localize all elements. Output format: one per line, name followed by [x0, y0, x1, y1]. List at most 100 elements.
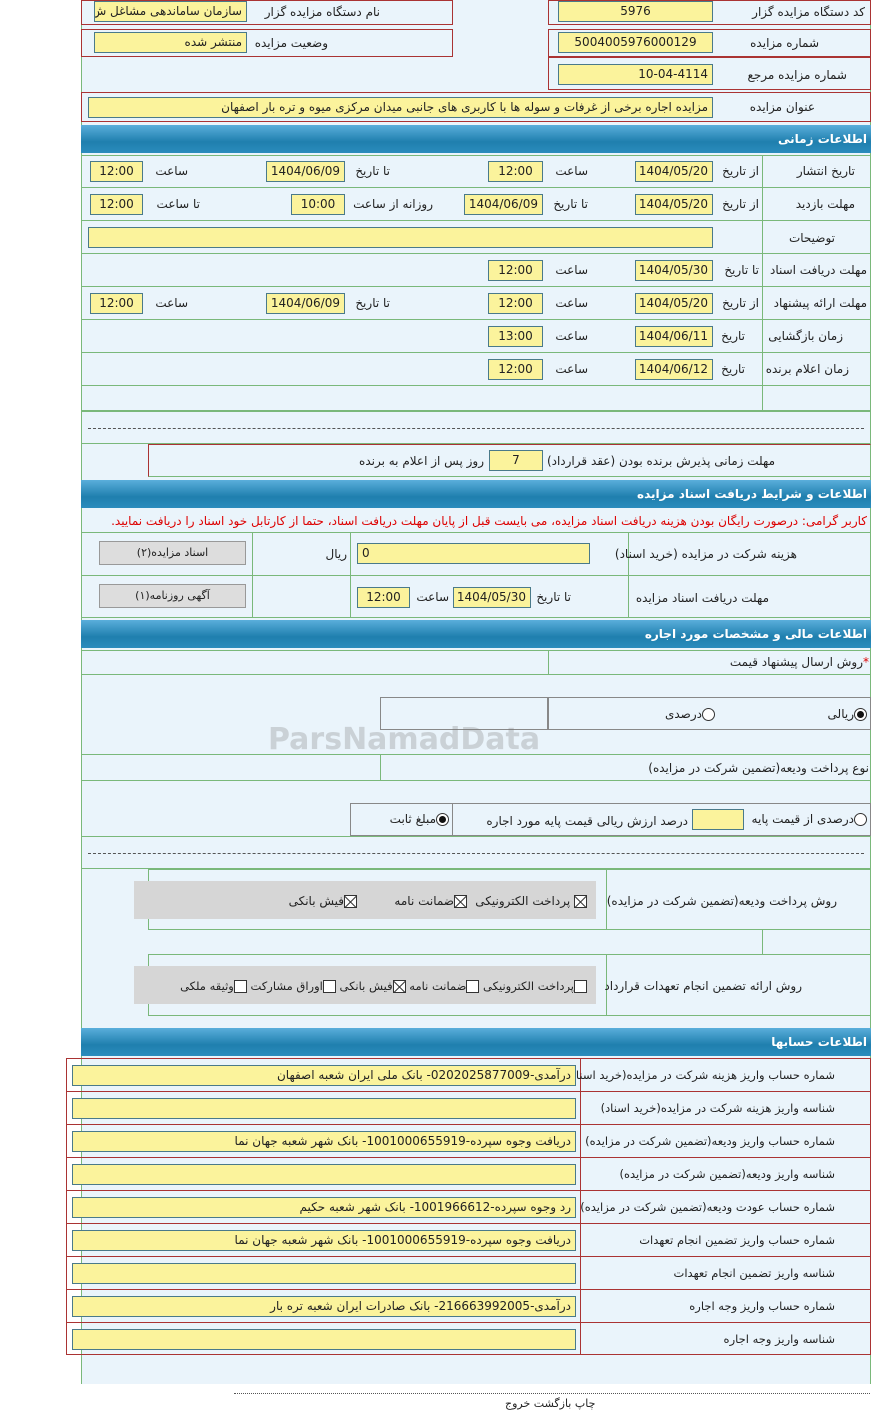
section-header-timing: اطلاعات زمانی [81, 125, 871, 153]
org-code-field[interactable]: 5976 [558, 1, 713, 22]
checkbox-icon[interactable] [454, 895, 467, 908]
opening-time[interactable]: 13:00 [488, 326, 543, 347]
publish-from-date[interactable]: 1404/05/20 [635, 161, 713, 182]
radio-icon[interactable] [436, 813, 449, 826]
section-header-docs: اطلاعات و شرایط دریافت اسناد مزایده [81, 480, 871, 508]
radio-percent-base[interactable]: درصدی از قیمت پایه [752, 809, 867, 829]
checkbox-electronic[interactable]: پرداخت الکترونیکی [475, 891, 587, 911]
radio-rial[interactable]: ریالی [828, 704, 867, 724]
docs-deadline-date[interactable]: 1404/05/30 [453, 587, 531, 608]
offer-to-time[interactable]: 12:00 [90, 293, 143, 314]
radio-icon[interactable] [854, 708, 867, 721]
account-label: شناسه واریز ودیعه(تضمین شرکت در مزایده) [619, 1167, 835, 1181]
account-field[interactable]: درآمدی-216663992005- بانک صادرات ایران ش… [72, 1296, 576, 1317]
ref-no-field[interactable]: 10-04-4114 [558, 64, 713, 85]
account-field[interactable]: دریافت وجوه سپرده-1001000655919- بانک شه… [72, 1230, 576, 1251]
cell-group [548, 57, 871, 90]
visit-from-time[interactable]: 10:00 [291, 194, 345, 215]
winner-date[interactable]: 1404/06/12 [635, 359, 713, 380]
account-field[interactable] [72, 1098, 576, 1119]
radio-icon[interactable] [702, 708, 715, 721]
auction-no-field[interactable]: 5004005976000129 [558, 32, 713, 53]
print-link[interactable]: چاپ [574, 1397, 596, 1410]
checkbox-label: ضمانت نامه [394, 894, 454, 908]
date-label: تاریخ [721, 362, 745, 376]
offer-to-date[interactable]: 1404/06/09 [266, 293, 345, 314]
radio-fixed[interactable]: مبلغ ثابت [390, 809, 449, 829]
from-date-label: از تاریخ [722, 164, 759, 178]
deposit-method-label: روش پرداخت ودیعه(تضمین شرکت در مزایده) [606, 894, 837, 908]
account-field[interactable]: رد وجوه سپرده-1001966612- بانک شهر شعبه … [72, 1197, 576, 1218]
deposit-methods-box [134, 881, 596, 919]
divider [88, 853, 864, 854]
cell-group [548, 0, 871, 25]
docs-deadline-time[interactable]: 12:00 [357, 587, 410, 608]
exit-link[interactable]: خروج [505, 1397, 531, 1410]
checkbox-bank-slip[interactable] [392, 980, 406, 993]
date-label: تاریخ [721, 329, 745, 343]
visit-to-time[interactable]: 12:00 [90, 194, 143, 215]
radio-percent[interactable]: درصدی [665, 704, 715, 724]
cell-group [81, 0, 453, 25]
to-date-label: تا تاریخ [355, 296, 390, 310]
cell-group [81, 29, 453, 57]
account-field[interactable] [72, 1164, 576, 1185]
radio-label: درصدی [664, 707, 702, 721]
visit-from-date[interactable]: 1404/05/20 [635, 194, 713, 215]
docs-time[interactable]: 12:00 [488, 260, 543, 281]
checkbox-bank-slip[interactable]: فیش بانکی [289, 891, 357, 911]
checkbox-icon[interactable] [574, 895, 587, 908]
newspaper-ad-button[interactable]: آگهی روزنامه(۱) [99, 584, 246, 608]
publish-to-date[interactable]: 1404/06/09 [266, 161, 345, 182]
fee-field[interactable]: 0 [357, 543, 590, 564]
account-label: شماره حساب واریز تضمین انجام تعهدات [639, 1233, 835, 1247]
checkbox-label: پرداخت الکترونیکی [475, 894, 571, 908]
cell-group [81, 92, 871, 122]
checkbox-guarantee[interactable] [466, 980, 480, 993]
row [81, 754, 871, 781]
account-label: شناسه واریز هزینه شرکت در مزایده(خرید اس… [600, 1101, 835, 1115]
account-field[interactable] [72, 1329, 576, 1350]
percent-suffix: درصد ارزش ریالی قیمت پایه مورد اجاره [486, 814, 688, 828]
required-mark: * [863, 655, 869, 669]
visit-to-date[interactable]: 1404/06/09 [464, 194, 543, 215]
account-field[interactable]: درآمدی-0202025877009- بانک ملی ایران شعب… [72, 1065, 576, 1086]
checkbox-electronic[interactable] [574, 980, 587, 993]
auction-no-label: شماره مزایده [750, 36, 819, 50]
checkbox-bonds[interactable] [322, 980, 336, 993]
checkbox-guarantee[interactable]: ضمانت نامه [394, 891, 467, 911]
percent-field[interactable] [692, 809, 744, 830]
docs-deadline-label: مهلت دریافت اسناد مزایده [635, 591, 769, 605]
footer-links: چاپ بازگشت خروج [505, 1394, 595, 1414]
back-link[interactable]: بازگشت [533, 1397, 572, 1410]
account-field[interactable] [72, 1263, 576, 1284]
offer-from-date[interactable]: 1404/05/20 [635, 293, 713, 314]
account-label: شماره حساب واریز هزینه شرکت در مزایده(خر… [566, 1068, 835, 1082]
auction-docs-button[interactable]: اسناد مزایده(۲) [99, 541, 246, 565]
divider [88, 428, 864, 429]
publish-from-time[interactable]: 12:00 [488, 161, 543, 182]
checkbox-icon[interactable] [344, 895, 357, 908]
publish-to-time[interactable]: 12:00 [90, 161, 143, 182]
checkbox-label: فیش بانکی [339, 979, 393, 993]
opening-date[interactable]: 1404/06/11 [635, 326, 713, 347]
spacer-row [81, 411, 871, 444]
ref-no-label: شماره مزایده مرجع [747, 68, 847, 82]
row [380, 697, 548, 730]
checkbox-property[interactable] [233, 980, 247, 993]
title-field[interactable]: مزایده اجاره برخی از غرفات و سوله ها با … [88, 97, 713, 118]
account-label: شماره حساب واریز وجه اجاره [689, 1299, 835, 1313]
org-name-field[interactable]: سازمان ساماندهی مشاغل ش [94, 1, 247, 22]
notes-field[interactable] [88, 227, 713, 248]
contract-days-field[interactable]: 7 [489, 450, 543, 471]
account-field[interactable]: دریافت وجوه سپرده-1001000655919- بانک شه… [72, 1131, 576, 1152]
docs-to-date[interactable]: 1404/05/30 [635, 260, 713, 281]
checkbox-label: پرداخت الکترونیکی [483, 979, 574, 993]
radio-icon[interactable] [854, 813, 867, 826]
winner-time[interactable]: 12:00 [488, 359, 543, 380]
docs-deadline-label: مهلت دریافت اسناد [769, 263, 867, 277]
offer-from-time[interactable]: 12:00 [488, 293, 543, 314]
watermark-brand: ParsNamadData [268, 722, 541, 757]
row [350, 803, 871, 836]
status-field[interactable]: منتشر شده [94, 32, 247, 53]
